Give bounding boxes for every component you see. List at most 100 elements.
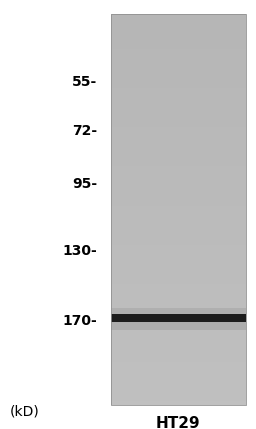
Text: (kD): (kD) <box>10 404 40 418</box>
Bar <box>111 390 246 394</box>
Bar <box>111 14 246 405</box>
Bar <box>111 178 246 182</box>
Bar <box>111 374 246 378</box>
Bar <box>111 205 246 210</box>
Bar <box>111 135 246 139</box>
Bar <box>111 347 246 350</box>
Bar <box>111 182 246 186</box>
Bar <box>111 80 246 84</box>
Bar <box>111 303 246 308</box>
Bar <box>111 245 246 249</box>
Bar <box>111 292 246 296</box>
Bar <box>111 84 246 88</box>
Bar <box>111 366 246 370</box>
Bar <box>111 18 246 21</box>
Bar <box>111 88 246 92</box>
Text: 95-: 95- <box>72 177 97 190</box>
Bar <box>111 14 246 18</box>
Bar <box>111 209 246 214</box>
Bar <box>111 314 246 322</box>
Bar <box>111 350 246 354</box>
Bar <box>111 131 246 135</box>
Bar <box>111 151 246 155</box>
Bar <box>111 73 246 76</box>
Bar <box>111 104 246 108</box>
Bar <box>111 229 246 233</box>
Bar <box>111 264 246 268</box>
Bar <box>111 382 246 386</box>
Bar <box>111 92 246 96</box>
Bar <box>111 33 246 37</box>
Bar <box>111 29 246 33</box>
Bar <box>111 60 246 65</box>
Bar <box>111 159 246 163</box>
Bar <box>111 268 246 272</box>
Bar <box>111 253 246 257</box>
Bar <box>111 280 246 284</box>
Bar <box>111 315 246 319</box>
Text: 170-: 170- <box>62 314 97 328</box>
Bar <box>111 213 246 218</box>
Bar <box>111 354 246 358</box>
Bar <box>111 296 246 299</box>
Bar <box>111 378 246 382</box>
Bar <box>111 96 246 100</box>
Bar <box>111 194 246 198</box>
Bar <box>111 186 246 190</box>
Bar <box>111 308 246 314</box>
Bar <box>111 190 246 194</box>
Bar <box>111 331 246 335</box>
Bar <box>111 386 246 390</box>
Bar <box>111 249 246 253</box>
Bar <box>111 25 246 30</box>
Bar <box>111 398 246 402</box>
Bar <box>111 108 246 112</box>
Bar <box>111 221 246 225</box>
Bar <box>111 320 246 330</box>
Bar <box>111 21 246 25</box>
Bar <box>111 53 246 57</box>
Bar <box>111 370 246 374</box>
Bar <box>111 202 246 205</box>
Bar <box>111 272 246 276</box>
Text: 130-: 130- <box>62 244 97 258</box>
Bar <box>111 76 246 80</box>
Bar <box>111 143 246 147</box>
Bar <box>111 115 246 120</box>
Bar <box>111 402 246 405</box>
Bar <box>111 323 246 327</box>
Bar <box>111 343 246 347</box>
Bar <box>111 198 246 202</box>
Bar <box>111 335 246 339</box>
Bar <box>111 311 246 315</box>
Bar <box>111 127 246 131</box>
Bar <box>111 257 246 260</box>
Bar <box>111 49 246 53</box>
Bar <box>111 393 246 398</box>
Bar <box>111 299 246 304</box>
Bar <box>111 65 246 69</box>
Bar <box>111 327 246 331</box>
Bar <box>111 163 246 166</box>
Bar <box>111 170 246 174</box>
Bar <box>111 119 246 124</box>
Bar <box>111 233 246 237</box>
Bar <box>111 284 246 288</box>
Bar <box>111 358 246 363</box>
Bar <box>111 174 246 178</box>
Bar <box>111 139 246 143</box>
Bar <box>111 100 246 104</box>
Bar <box>111 57 246 61</box>
Bar <box>111 147 246 151</box>
Bar <box>111 319 246 323</box>
Bar <box>111 154 246 159</box>
Text: 72-: 72- <box>72 124 97 138</box>
Bar <box>111 123 246 127</box>
Bar <box>111 112 246 115</box>
Text: 55-: 55- <box>72 75 97 88</box>
Bar <box>111 339 246 343</box>
Bar <box>111 237 246 241</box>
Bar <box>111 241 246 245</box>
Bar <box>111 276 246 280</box>
Bar <box>111 69 246 73</box>
